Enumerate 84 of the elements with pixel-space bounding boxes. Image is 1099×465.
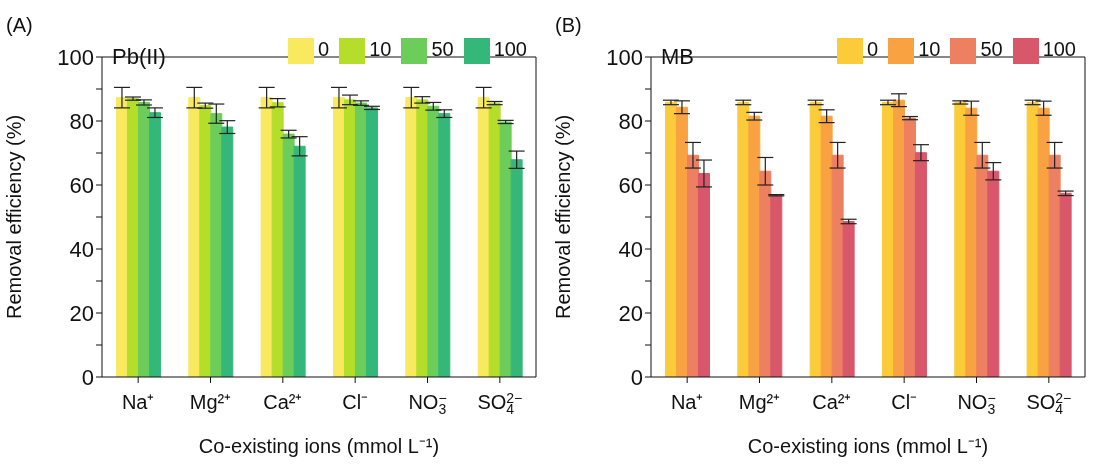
x-tick-label: Mg²⁺: [189, 391, 232, 413]
bar: [293, 145, 306, 377]
bar: [354, 102, 367, 377]
bar: [820, 115, 833, 377]
bar: [697, 172, 710, 377]
y-tick-label: 100: [606, 44, 643, 70]
bar: [405, 97, 418, 377]
bar: [664, 101, 677, 377]
bar: [881, 101, 894, 377]
bar: [438, 113, 451, 377]
y-axis-title: Removal efficiency (%): [552, 114, 575, 320]
bar: [748, 115, 761, 377]
bar: [686, 154, 699, 377]
bar: [221, 126, 234, 377]
bar: [343, 99, 356, 377]
bar: [842, 220, 855, 377]
legend-label: 100: [493, 38, 527, 61]
x-axis-title: Co-existing ions (mmol L⁻¹): [747, 435, 989, 457]
bar: [416, 99, 429, 377]
bar: [199, 105, 212, 377]
bar: [477, 97, 490, 377]
legend-label: 0: [318, 38, 330, 61]
bar: [1026, 101, 1039, 377]
legend-label: 0: [867, 38, 879, 61]
y-tick-label: 60: [69, 172, 94, 198]
bar: [427, 105, 440, 377]
bar: [332, 97, 345, 377]
bar: [954, 101, 967, 377]
bar: [148, 112, 161, 377]
chart-subtitle: MB: [661, 44, 694, 70]
x-tick-label: Cl⁻: [342, 391, 369, 413]
bar: [987, 170, 1000, 377]
y-tick-label: 20: [69, 300, 94, 326]
legend-label: 100: [1042, 38, 1076, 61]
bar: [976, 154, 989, 377]
bar: [282, 133, 295, 377]
x-tick-label: Na⁺: [121, 391, 155, 413]
bar: [914, 152, 927, 377]
y-tick-label: 0: [81, 364, 94, 390]
bar: [1059, 192, 1072, 377]
bar: [1048, 154, 1061, 377]
x-axis-title: Co-existing ions (mmol L⁻¹): [198, 435, 440, 457]
chart-title: (B): [555, 14, 582, 37]
bar: [903, 117, 916, 377]
legend-label: 50: [980, 38, 1003, 61]
bar: [675, 106, 688, 377]
bar: [770, 194, 783, 377]
x-tick-label: Mg²⁺: [738, 391, 781, 413]
bar: [188, 97, 201, 377]
bar: [892, 99, 905, 377]
y-tick-label: 100: [57, 44, 94, 70]
bar: [210, 113, 223, 377]
chart-title: (A): [6, 14, 33, 37]
bar: [499, 121, 512, 377]
bar: [365, 107, 378, 377]
bar: [115, 97, 128, 377]
legend-label: 10: [918, 38, 941, 61]
x-tick-label: Ca²⁺: [812, 391, 852, 413]
y-tick-label: 40: [69, 236, 94, 262]
y-tick-label: 60: [618, 172, 643, 198]
bar: [809, 101, 822, 377]
bar: [759, 170, 772, 377]
bar: [831, 154, 844, 377]
x-tick-label: Ca²⁺: [263, 391, 303, 413]
bar: [488, 102, 501, 377]
x-tick-label: Na⁺: [670, 391, 704, 413]
y-axis-title: Removal efficiency (%): [3, 114, 26, 320]
legend-label: 50: [431, 38, 454, 61]
chart-subtitle: Pb(II): [112, 44, 166, 70]
bar: [271, 102, 284, 377]
y-tick-label: 0: [630, 364, 643, 390]
y-tick-label: 80: [618, 108, 643, 134]
y-tick-label: 80: [69, 108, 94, 134]
y-tick-label: 20: [618, 300, 643, 326]
legend-label: 10: [369, 38, 392, 61]
bar: [126, 98, 139, 377]
bar: [510, 159, 523, 377]
bar: [1037, 107, 1050, 377]
y-tick-label: 40: [618, 236, 643, 262]
bar: [137, 101, 150, 377]
bar: [965, 107, 978, 377]
bar: [737, 101, 750, 377]
x-tick-label: Cl⁻: [891, 391, 918, 413]
bar: [260, 97, 273, 377]
